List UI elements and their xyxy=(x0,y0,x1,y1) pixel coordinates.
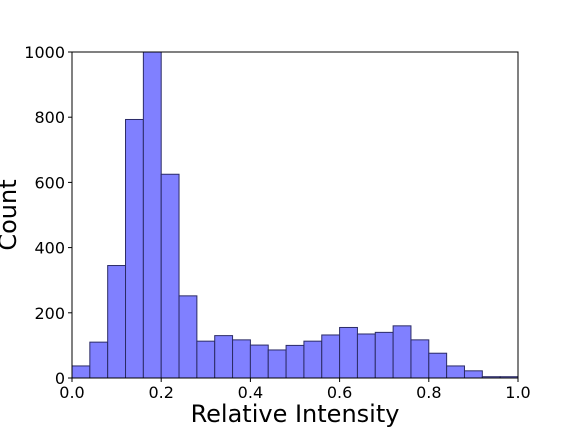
histogram-bar xyxy=(178,295,198,379)
histogram-bar xyxy=(410,339,430,379)
histogram-bar xyxy=(446,365,465,379)
y-tick-label: 600 xyxy=(34,173,65,192)
histogram-bar xyxy=(356,333,376,379)
y-tick-label: 400 xyxy=(34,239,65,258)
histogram-bar xyxy=(392,325,412,379)
histogram-bar xyxy=(160,173,180,379)
histogram-bar xyxy=(196,340,216,379)
plot-frame xyxy=(71,51,519,379)
x-tick-label: 0.2 xyxy=(148,383,173,402)
histogram-bar xyxy=(214,335,234,379)
histogram-bar xyxy=(89,341,109,379)
x-axis-title: Relative Intensity xyxy=(191,400,400,428)
histogram-bar xyxy=(249,344,269,379)
y-tick-label: 1000 xyxy=(24,43,65,62)
histogram-bar xyxy=(339,326,358,379)
x-tick-label: 1.0 xyxy=(505,383,530,402)
histogram-bar xyxy=(321,334,341,379)
x-tick-label: 0.0 xyxy=(59,383,84,402)
histogram-bar xyxy=(267,349,287,379)
y-axis-title: Count xyxy=(0,179,22,250)
histogram-bar xyxy=(107,265,127,379)
x-tick-label: 0.8 xyxy=(416,383,441,402)
histogram-bar xyxy=(232,339,251,379)
y-tick-label: 0 xyxy=(55,369,65,388)
histogram-bar xyxy=(142,51,162,379)
histogram-bar xyxy=(125,118,144,379)
x-tick-label: 0.4 xyxy=(238,383,263,402)
bars-layer xyxy=(71,51,519,379)
x-tick-label: 0.6 xyxy=(327,383,352,402)
y-tick-label: 200 xyxy=(34,304,65,323)
y-tick-label: 800 xyxy=(34,108,65,127)
histogram-bar xyxy=(428,352,448,379)
histogram-bar xyxy=(285,344,305,379)
axes-layer: 0.0 0.2 0.4 0.6 0.8 1.0 0 200 400 600 800 1000 xyxy=(24,43,530,402)
histogram-bar xyxy=(374,331,394,379)
histogram-bar xyxy=(463,370,483,379)
histogram-bar xyxy=(303,340,323,379)
histogram-bar xyxy=(71,365,91,379)
